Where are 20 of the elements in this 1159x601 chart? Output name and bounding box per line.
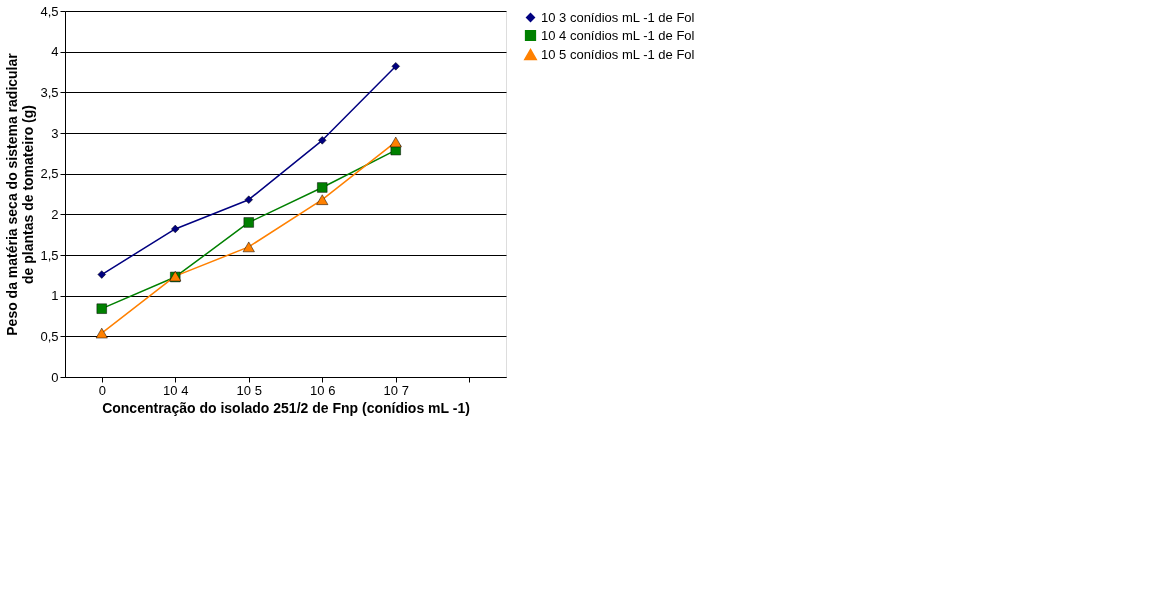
legend-label: 10 4 conídios mL -1 de Fol — [541, 27, 695, 43]
x-tick-label: 0 — [98, 382, 106, 398]
y-tick-label: 1,5 — [40, 247, 59, 263]
y-tick-label: 1 — [51, 288, 59, 304]
legend-label: 10 5 conídios mL -1 de Fol — [541, 46, 695, 62]
y-tick-label: 3 — [51, 125, 59, 141]
x-tick-label: 10 6 — [310, 382, 336, 398]
y-tick-label: 2,5 — [40, 166, 59, 182]
y-tick-label: 3,5 — [40, 84, 59, 100]
x-tick-label: 10 7 — [383, 382, 409, 398]
legend-label: 10 3 conídios mL -1 de Fol — [541, 9, 695, 25]
x-tick-label: 10 5 — [236, 382, 262, 398]
x-tick-label: 10 4 — [163, 382, 189, 398]
y-tick-label: 4 — [51, 44, 59, 60]
y-axis-title: Peso da matéria seca do sistema radicular de plantas de tomateiro (g) — [4, 52, 37, 336]
y-tick-label: 0,5 — [40, 328, 59, 344]
y-tick-label: 4,5 — [40, 3, 59, 19]
y-tick-label: 0 — [51, 369, 59, 385]
x-axis-title: Concentração do isolado 251/2 de Fnp (conídios mL -1) — [102, 399, 470, 416]
y-tick-label: 2 — [51, 206, 59, 222]
